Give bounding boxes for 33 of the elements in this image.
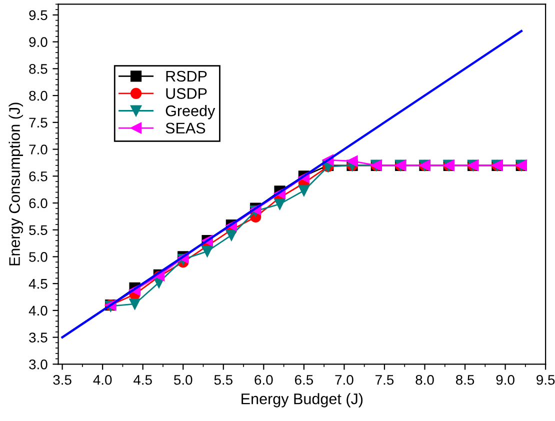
y-tick-label: 7.0 bbox=[29, 144, 48, 154]
y-tick-label: 4.5 bbox=[28, 279, 48, 289]
y-tick-label: 3.0 bbox=[29, 360, 48, 370]
x-tick-label: 5.0 bbox=[174, 374, 192, 385]
x-tick-label: 6.0 bbox=[254, 374, 273, 385]
y-axis-title: Energy Consumption (J) bbox=[8, 102, 23, 266]
y-tick-label: 6.0 bbox=[29, 198, 48, 208]
legend-label: RSDP bbox=[166, 70, 207, 82]
y-tick-label: 8.5 bbox=[29, 64, 48, 74]
y-tick-label: 3.5 bbox=[29, 332, 48, 342]
y-tick-label: 5.0 bbox=[29, 252, 48, 262]
x-tick-label: 5.5 bbox=[214, 375, 232, 385]
x-axis-title: Energy Budget (J) bbox=[242, 393, 363, 408]
legend-label: SEAS bbox=[166, 122, 206, 134]
x-tick-label: 4.5 bbox=[134, 375, 152, 385]
y-tick-label: 9.0 bbox=[29, 37, 48, 47]
y-tick-label: 4.0 bbox=[28, 306, 48, 316]
legend-label: USDP bbox=[166, 88, 207, 99]
x-tick-label: 4.0 bbox=[93, 374, 112, 385]
x-tick-label: 6.5 bbox=[294, 374, 314, 385]
x-tick-label: 9.0 bbox=[496, 374, 514, 385]
y-tick-label: 7.5 bbox=[29, 118, 48, 128]
y-tick-label: 9.5 bbox=[29, 10, 48, 20]
x-tick-label: 3.5 bbox=[53, 374, 72, 385]
y-tick-label: 6.5 bbox=[29, 171, 48, 182]
y-tick-label: 5.5 bbox=[29, 225, 48, 236]
x-tick-label: 9.5 bbox=[536, 374, 555, 385]
legend-label: Greedy bbox=[166, 105, 216, 120]
x-tick-label: 7.5 bbox=[376, 375, 394, 385]
x-tick-label: 8.5 bbox=[456, 374, 474, 385]
x-tick-label: 8.0 bbox=[416, 374, 434, 385]
x-tick-label: 7.0 bbox=[335, 374, 354, 385]
y-tick-label: 8.0 bbox=[29, 90, 48, 101]
